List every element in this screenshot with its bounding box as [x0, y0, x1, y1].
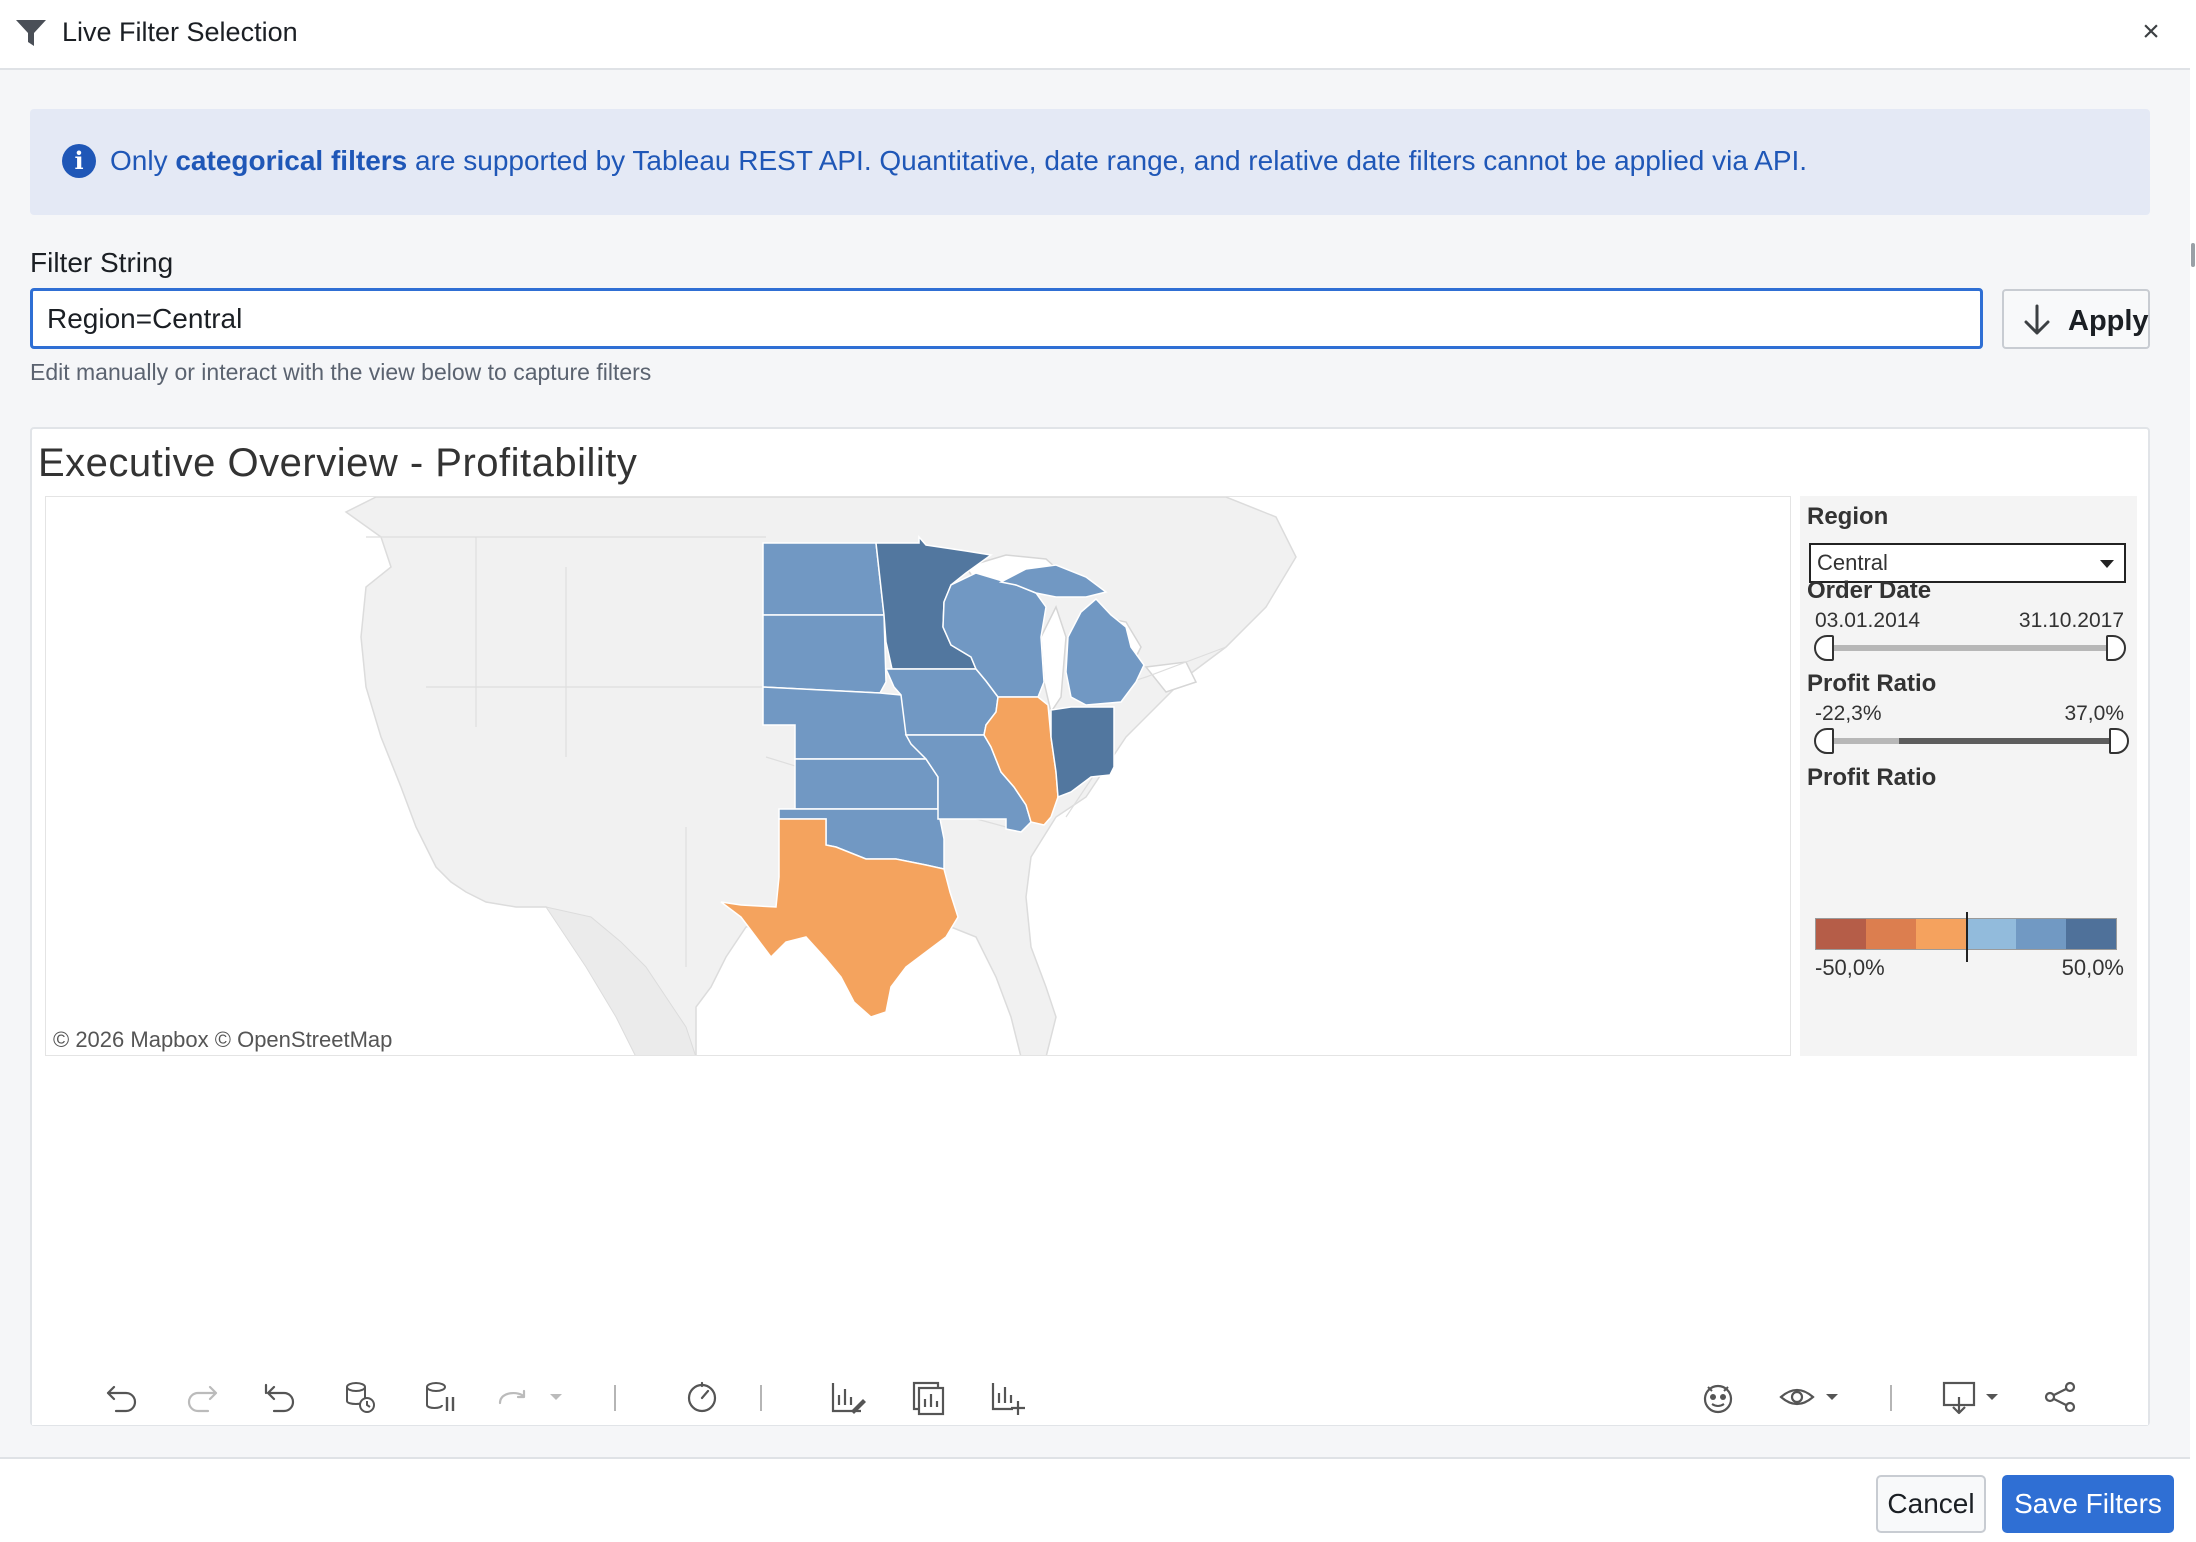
order-date-min-handle[interactable] [1814, 635, 1834, 661]
order-date-start: 03.01.2014 [1815, 609, 1921, 632]
close-icon[interactable]: × [2142, 15, 2160, 48]
legend-zero-tick [1966, 912, 1968, 962]
pace-icon[interactable] [682, 1377, 722, 1417]
order-date-end: 31.10.2017 [2018, 609, 2124, 632]
filter-string-field [30, 288, 1983, 349]
map-land-mexico [544, 906, 696, 1055]
state-michigan[interactable] [998, 564, 1145, 706]
profit-ratio-slider-range [1898, 738, 2118, 744]
revert-icon[interactable] [260, 1377, 300, 1417]
state-south-dakota[interactable] [762, 614, 887, 694]
caret-down-icon [2100, 560, 2114, 568]
info-message: Only categorical filters are supported b… [110, 142, 1807, 180]
view-data-icon[interactable] [908, 1377, 948, 1417]
state-illinois[interactable] [983, 696, 1059, 826]
download-dropdown-icon[interactable] [1982, 1377, 2002, 1417]
legend-swatch [1816, 919, 1866, 949]
apply-button[interactable]: Apply [2002, 289, 2150, 349]
profit-ratio-min-handle[interactable] [1814, 728, 1834, 754]
edit-view-icon[interactable] [827, 1377, 867, 1417]
cancel-button[interactable]: Cancel [1876, 1475, 1986, 1533]
order-date-slider-track[interactable] [1822, 645, 2118, 651]
profit-ratio-slider-track[interactable] [1822, 738, 2118, 744]
map-attribution: © 2026 Mapbox © OpenStreetMap [53, 1027, 393, 1052]
refresh-data-icon[interactable] [340, 1377, 380, 1417]
region-selected-value: Central [1817, 550, 1888, 575]
toolbar-separator [614, 1385, 616, 1411]
undo-icon[interactable] [102, 1377, 142, 1417]
profit-map[interactable]: © 2026 Mapbox © OpenStreetMap [45, 496, 1791, 1056]
region-filter-label: Region [1807, 503, 1889, 530]
watch-dropdown-icon[interactable] [1822, 1377, 1842, 1417]
dialog-footer: Cancel Save Filters [0, 1457, 2190, 1542]
info-message-suffix: are supported by Tableau REST API. Quant… [407, 145, 1808, 176]
filter-string-label: Filter String [30, 247, 174, 278]
toolbar-separator [760, 1385, 762, 1411]
info-icon: i [62, 144, 96, 178]
order-date-label: Order Date [1807, 577, 1932, 604]
pause-updates-icon[interactable] [420, 1377, 460, 1417]
profit-ratio-max-handle[interactable] [2109, 728, 2129, 754]
toolbar-separator [1890, 1385, 1892, 1411]
replay-dropdown-icon[interactable] [546, 1377, 566, 1417]
region-dropdown[interactable]: Central [1809, 543, 2126, 583]
funnel-icon [16, 20, 46, 46]
download-icon[interactable] [1940, 1377, 1980, 1417]
dashboard-title: Executive Overview - Profitability [38, 441, 638, 485]
add-metric-icon[interactable] [987, 1377, 1027, 1417]
state-texas[interactable] [720, 818, 959, 1018]
dialog-header: Live Filter Selection × [0, 0, 2190, 70]
replay-icon[interactable] [492, 1377, 532, 1417]
legend-swatch [2016, 919, 2066, 949]
arrow-down-icon [2024, 304, 2050, 335]
ask-data-icon[interactable] [1698, 1377, 1738, 1417]
apply-label: Apply [2068, 305, 2149, 337]
info-message-bold: categorical filters [175, 145, 408, 176]
info-banner: i Only categorical filters are supported… [30, 109, 2150, 215]
legend-max-label: 50,0% [2061, 955, 2124, 980]
map-svg [344, 497, 1297, 1055]
filter-hint: Edit manually or interact with the view … [30, 359, 652, 385]
state-indiana[interactable] [1050, 706, 1115, 799]
legend-min-label: -50,0% [1815, 955, 1885, 980]
share-icon[interactable] [2040, 1377, 2080, 1417]
legend-swatch [1916, 919, 1966, 949]
redo-icon[interactable] [182, 1377, 222, 1417]
scroll-indicator[interactable] [2191, 243, 2195, 267]
profit-ratio-max: 37,0% [2064, 702, 2124, 725]
profit-ratio-min: -22,3% [1815, 702, 1882, 725]
profit-ratio-legend-label: Profit Ratio [1807, 764, 1937, 791]
viz-toolbar [32, 1369, 2148, 1425]
dashboard-panel: Executive Overview - Profitability [30, 427, 2150, 1426]
state-kansas[interactable] [794, 758, 939, 810]
watch-icon[interactable] [1777, 1377, 1817, 1417]
state-north-dakota[interactable] [762, 542, 885, 616]
filter-string-input[interactable] [33, 291, 1980, 346]
legend-swatch [1866, 919, 1916, 949]
legend-swatch [1966, 919, 2016, 949]
filter-sidebar: Region Central Order Date 03.01.2014 31.… [1800, 496, 2137, 1056]
order-date-max-handle[interactable] [2106, 635, 2126, 661]
profit-ratio-filter-label: Profit Ratio [1807, 670, 1937, 697]
legend-swatch [2066, 919, 2116, 949]
dialog-title: Live Filter Selection [62, 17, 298, 47]
window-edge [2190, 0, 2196, 1542]
info-message-prefix: Only [110, 145, 176, 176]
save-filters-button[interactable]: Save Filters [2002, 1475, 2174, 1533]
